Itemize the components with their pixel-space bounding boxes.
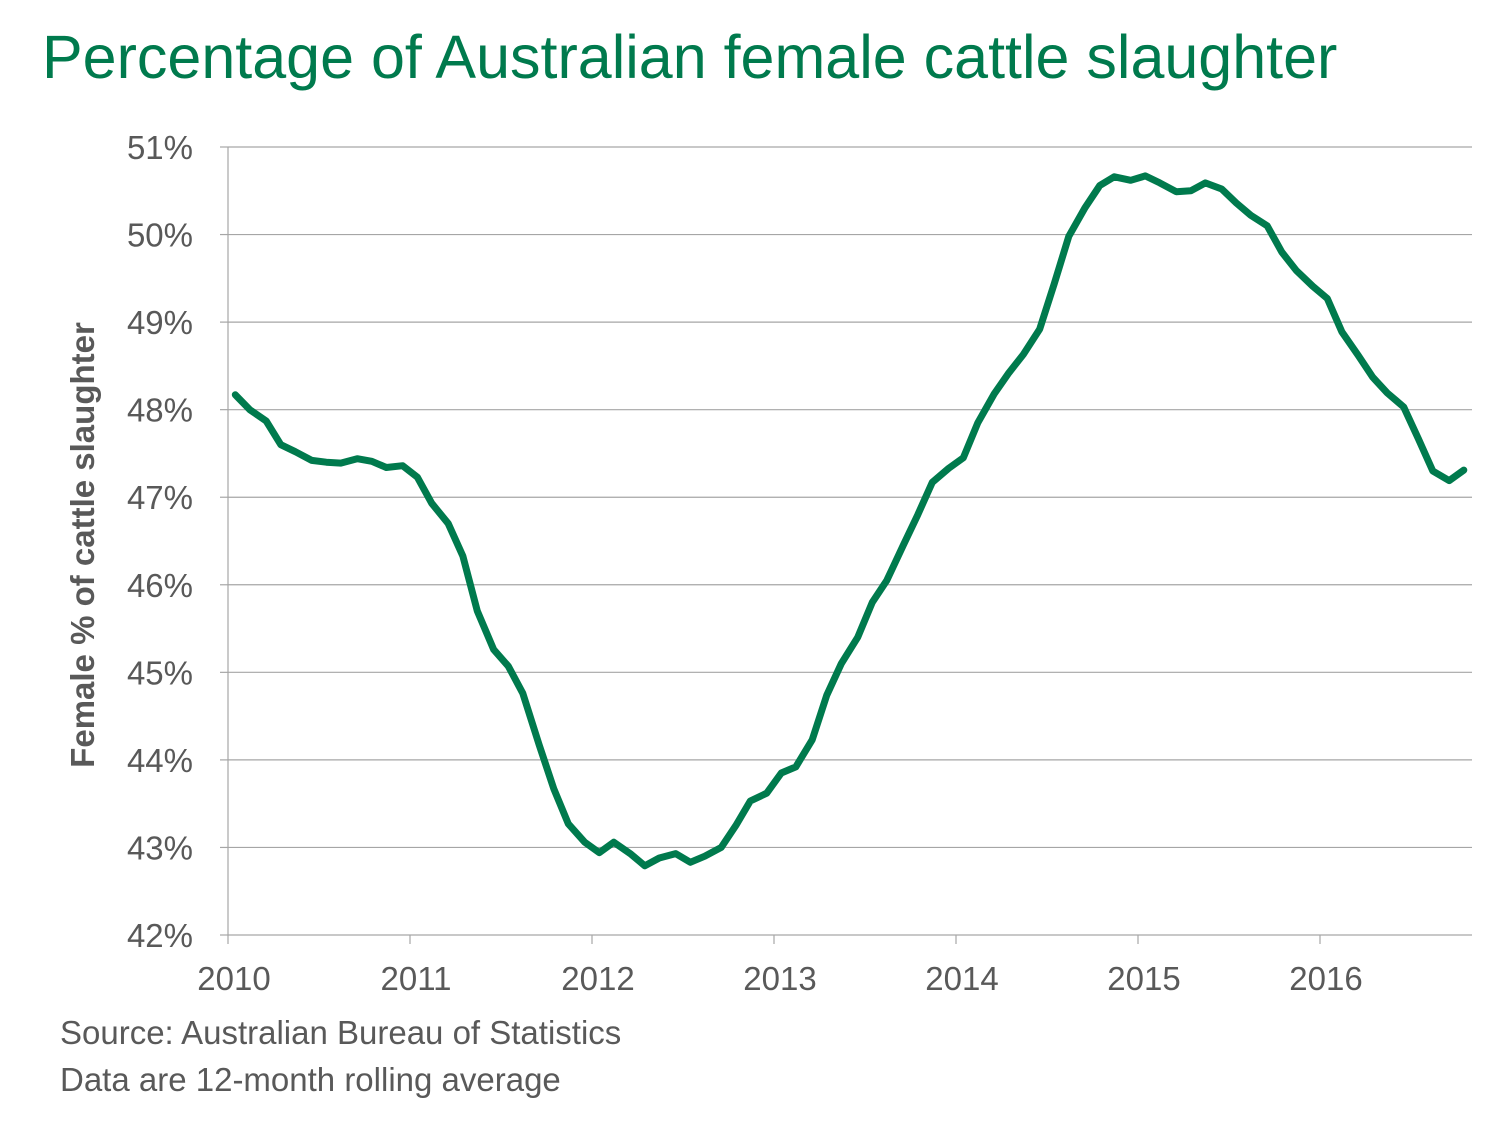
x-tick-label: 2014 xyxy=(925,960,998,997)
y-tick-label: 51% xyxy=(127,129,193,166)
y-tick-label: 43% xyxy=(127,829,193,866)
y-tick-label: 49% xyxy=(127,304,193,341)
x-tick-label: 2015 xyxy=(1107,960,1180,997)
x-tick-label: 2016 xyxy=(1289,960,1362,997)
y-tick-label: 46% xyxy=(127,567,193,604)
x-tick-label: 2010 xyxy=(197,960,270,997)
gridlines xyxy=(228,146,1472,849)
series-line xyxy=(231,172,1468,870)
x-tick-label: 2011 xyxy=(381,960,452,997)
y-tick-label: 47% xyxy=(127,479,193,516)
y-tick-label: 42% xyxy=(127,917,193,954)
x-tick-label: 2013 xyxy=(743,960,816,997)
source-note: Source: Australian Bureau of Statistics xyxy=(60,1014,622,1051)
y-tick-label: 44% xyxy=(127,742,193,779)
chart-title: Percentage of Australian female cattle s… xyxy=(42,23,1338,91)
y-tick-label: 45% xyxy=(127,654,193,691)
y-tick-label: 50% xyxy=(127,217,193,254)
axes xyxy=(220,146,1472,944)
y-tick-label: 48% xyxy=(127,392,193,429)
data-note: Data are 12-month rolling average xyxy=(60,1061,561,1098)
x-tick-labels: 2010 2011 2012 2013 2014 2015 2016 xyxy=(197,960,1362,997)
y-axis-label: Female % of cattle slaughter xyxy=(64,322,101,768)
y-tick-labels: 42% 43% 44% 45% 46% 47% 48% 49% 50% 51% xyxy=(127,129,193,954)
x-tick-label: 2012 xyxy=(561,960,634,997)
